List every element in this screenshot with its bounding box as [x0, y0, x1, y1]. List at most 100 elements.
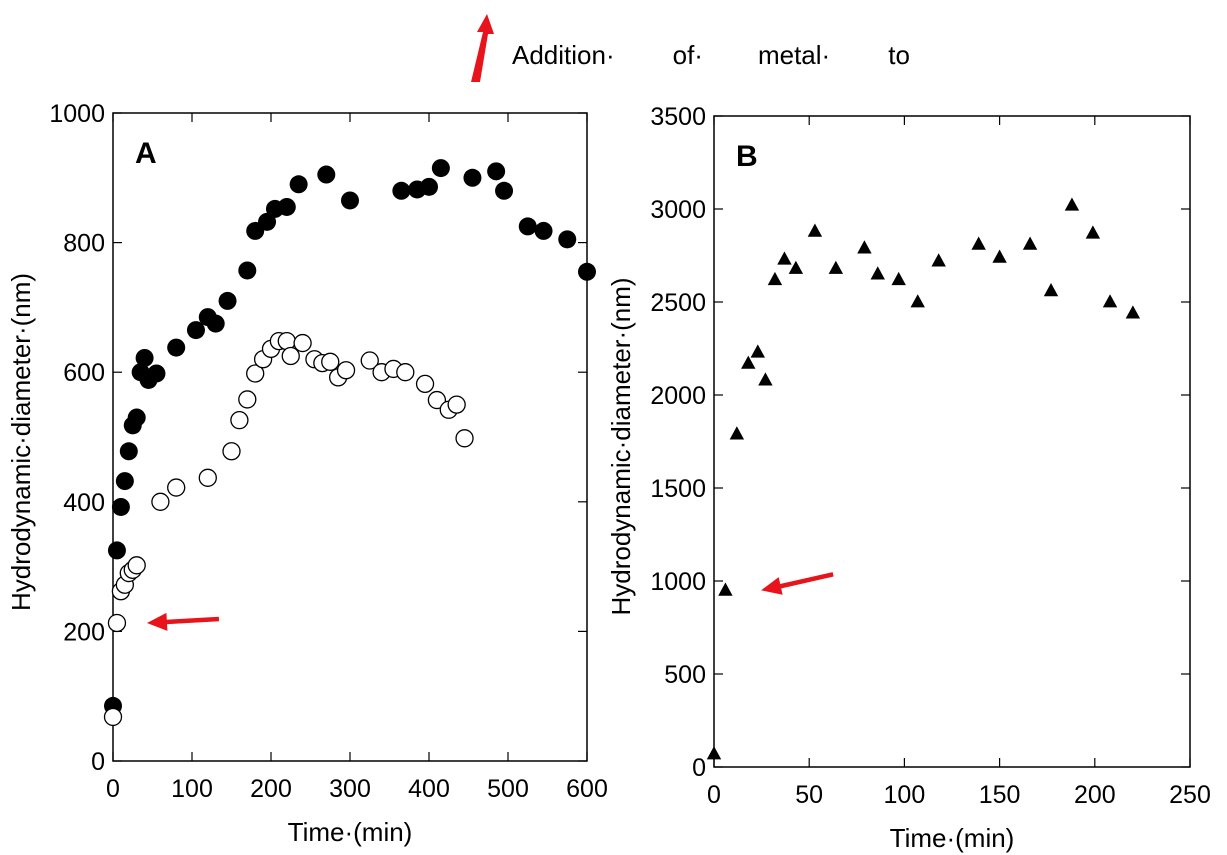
data-point-triangle [891, 271, 906, 286]
data-point-open [396, 363, 415, 382]
data-point-filled [218, 291, 237, 310]
data-point-open [455, 429, 474, 448]
data-point-triangle [910, 294, 925, 308]
plot-frame [112, 112, 588, 762]
y-tick-label: 800 [63, 230, 105, 258]
y-tick-label: 2500 [650, 289, 706, 317]
data-point-filled [206, 314, 225, 333]
data-point-triangle [706, 746, 722, 760]
panel-label: A [135, 137, 157, 170]
y-tick-label: 600 [63, 359, 105, 387]
data-point-open [246, 364, 265, 383]
x-tick-label: 300 [329, 775, 371, 803]
data-point-open [238, 390, 257, 409]
data-point-filled [487, 162, 506, 181]
x-tick-label: 100 [171, 775, 213, 803]
data-point-triangle [750, 344, 765, 358]
data-point-triangle [788, 260, 804, 274]
x-tick-label: 200 [1074, 781, 1116, 809]
y-tick-label: 200 [63, 618, 105, 646]
y-tick-label: 3500 [650, 103, 706, 131]
y-tick-label: 400 [63, 489, 105, 517]
panel-a: 0 100 200 300 400 500 600 0 200 400 600 800 1000 Time… [6, 100, 608, 847]
data-point-triangle [807, 223, 823, 237]
data-point-triangle [971, 236, 986, 250]
data-point-filled [289, 175, 308, 194]
x-tick-label: 500 [487, 775, 529, 803]
data-point-filled [463, 168, 482, 187]
plot-frame [713, 115, 1191, 768]
data-point-open [415, 374, 435, 394]
data-point-filled [518, 217, 537, 236]
data-point-triangle [931, 253, 946, 267]
annotation-arrow-head [761, 577, 783, 595]
data-point-filled [135, 348, 154, 367]
data-point-filled [127, 408, 146, 427]
data-point-filled [558, 230, 577, 249]
data-point-filled [431, 159, 450, 178]
annotation-arrow-head [146, 612, 168, 631]
data-point-triangle [729, 426, 745, 440]
data-point-open [107, 613, 127, 633]
data-point-filled [111, 497, 130, 516]
data-point-open [360, 351, 379, 370]
x-tick-label: 0 [707, 781, 721, 809]
data-point-open [198, 468, 217, 487]
data-point-triangle [1125, 305, 1141, 319]
data-point-open [103, 707, 123, 727]
data-point-open [336, 361, 356, 380]
y-axis-label: Hydrodynamic·diameter·(nm) [606, 277, 636, 615]
legend-note-text: Addition· of· metal· to [512, 40, 910, 71]
data-point-filled [115, 472, 134, 491]
data-point-open [151, 492, 170, 511]
y-tick-label: 2000 [650, 382, 706, 410]
data-point-filled [186, 321, 205, 340]
data-point-filled [238, 261, 257, 280]
legend-note: Addition· of· metal· to [462, 12, 1022, 92]
data-point-filled [119, 442, 138, 461]
data-point-triangle [1064, 197, 1080, 211]
data-point-open [447, 395, 466, 414]
x-tick-label: 0 [106, 775, 120, 803]
data-point-filled [317, 165, 336, 184]
data-point-open [427, 390, 447, 410]
legend-word: of· [672, 40, 703, 70]
data-point-triangle [777, 251, 792, 265]
y-tick-label: 1000 [49, 100, 105, 128]
data-point-open [321, 352, 340, 371]
data-point-filled [167, 338, 186, 357]
data-point-triangle [1022, 236, 1038, 250]
y-tick-label: 500 [664, 661, 706, 689]
data-point-triangle [767, 271, 783, 286]
y-tick-label: 0 [692, 754, 706, 782]
data-point-triangle [828, 260, 844, 274]
x-tick-label: 150 [979, 781, 1021, 809]
data-point-open [167, 478, 186, 497]
data-point-filled [578, 262, 596, 281]
data-point-filled [420, 177, 438, 196]
legend-word: to [888, 40, 910, 70]
data-point-triangle [1043, 283, 1059, 297]
data-point-triangle [870, 266, 885, 280]
y-tick-label: 1000 [650, 568, 706, 596]
x-tick-label: 100 [884, 781, 926, 809]
x-tick-label: 50 [795, 781, 823, 809]
x-tick-label: 200 [250, 775, 292, 803]
y-tick-label: 3000 [650, 196, 706, 224]
data-point-filled [392, 181, 411, 200]
data-point-open [293, 333, 312, 353]
data-point-triangle [992, 249, 1007, 263]
data-point-triangle [1085, 225, 1101, 239]
panel-label: B [736, 140, 758, 173]
data-point-filled [534, 221, 553, 240]
data-point-filled [147, 364, 166, 383]
annotation-arrow-shaft [770, 572, 834, 591]
panel-b: 0 50 100 150 200 2500500100015002000250030003… [606, 103, 1211, 853]
data-point-filled [277, 197, 296, 216]
data-point-filled [107, 541, 126, 560]
x-axis-label: Time·(min) [890, 823, 1015, 853]
data-point-open [281, 346, 300, 366]
y-tick-label: 0 [91, 748, 105, 776]
x-tick-label: 400 [408, 775, 450, 803]
